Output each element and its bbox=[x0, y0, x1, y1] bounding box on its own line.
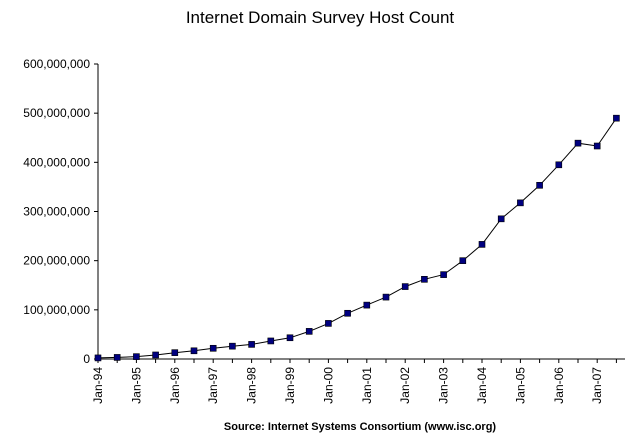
data-point bbox=[555, 161, 563, 169]
data-point bbox=[305, 328, 313, 335]
data-point bbox=[286, 334, 294, 342]
data-point bbox=[171, 349, 179, 356]
data-point bbox=[229, 342, 236, 350]
y-tick-label: 500,000,000 bbox=[23, 106, 90, 120]
y-tick-label: 300,000,000 bbox=[23, 205, 90, 219]
data-point bbox=[401, 283, 409, 290]
series-line bbox=[97, 117, 617, 359]
data-point bbox=[152, 351, 159, 359]
data-point bbox=[478, 241, 486, 248]
data-point bbox=[190, 347, 198, 355]
y-tick-label: 400,000,000 bbox=[23, 155, 90, 169]
y-tick-label: 200,000,000 bbox=[23, 254, 90, 268]
y-tick-label: 100,000,000 bbox=[23, 303, 90, 317]
host-count-series bbox=[94, 114, 620, 362]
x-tick-label: Jan-97 bbox=[206, 367, 220, 404]
x-tick-label: Jan-00 bbox=[321, 367, 335, 404]
y-tick-label: 600,000,000 bbox=[23, 57, 90, 71]
data-point bbox=[344, 309, 351, 317]
data-point bbox=[113, 354, 121, 361]
x-tick-label: Jan-01 bbox=[360, 367, 374, 404]
data-point bbox=[497, 215, 505, 223]
data-point bbox=[440, 271, 447, 278]
data-point bbox=[382, 293, 390, 301]
data-point bbox=[459, 257, 467, 264]
data-point bbox=[536, 181, 543, 189]
x-tick-label: Jan-95 bbox=[129, 367, 143, 404]
x-axis-ticks: Jan-94 Jan-95 Jan-96 Jan-97 Jan-98 Jan-99 Jan-… bbox=[91, 359, 617, 404]
data-point bbox=[593, 142, 601, 150]
data-point bbox=[94, 354, 102, 362]
x-tick-label: Jan-96 bbox=[168, 367, 182, 404]
data-point bbox=[517, 199, 524, 207]
data-point bbox=[363, 301, 371, 309]
chart-title: Internet Domain Survey Host Count bbox=[185, 8, 455, 27]
x-tick-label: Jan-98 bbox=[245, 367, 259, 404]
data-point bbox=[325, 320, 332, 327]
data-point bbox=[421, 276, 428, 283]
y-tick-label: 0 bbox=[83, 352, 90, 366]
x-tick-label: Jan-03 bbox=[437, 367, 451, 404]
data-point bbox=[574, 139, 582, 147]
x-tick-label: Jan-99 bbox=[283, 367, 297, 404]
data-point bbox=[267, 337, 275, 345]
x-tick-label: Jan-94 bbox=[91, 367, 105, 404]
x-tick-label: Jan-06 bbox=[552, 367, 566, 404]
data-point bbox=[613, 114, 620, 122]
x-tick-label: Jan-02 bbox=[398, 367, 412, 404]
data-point bbox=[248, 341, 255, 348]
data-point bbox=[209, 344, 217, 352]
chart-source: Source: Internet Systems Consortium (www… bbox=[223, 421, 497, 433]
x-tick-label: Jan-04 bbox=[475, 367, 489, 404]
x-tick-label: Jan-07 bbox=[590, 367, 604, 404]
y-axis-ticks: 0 100,000,000 200,000,000 300,000,000 400,00… bbox=[23, 57, 98, 366]
x-tick-label: Jan-05 bbox=[513, 367, 527, 404]
data-point bbox=[133, 353, 140, 360]
